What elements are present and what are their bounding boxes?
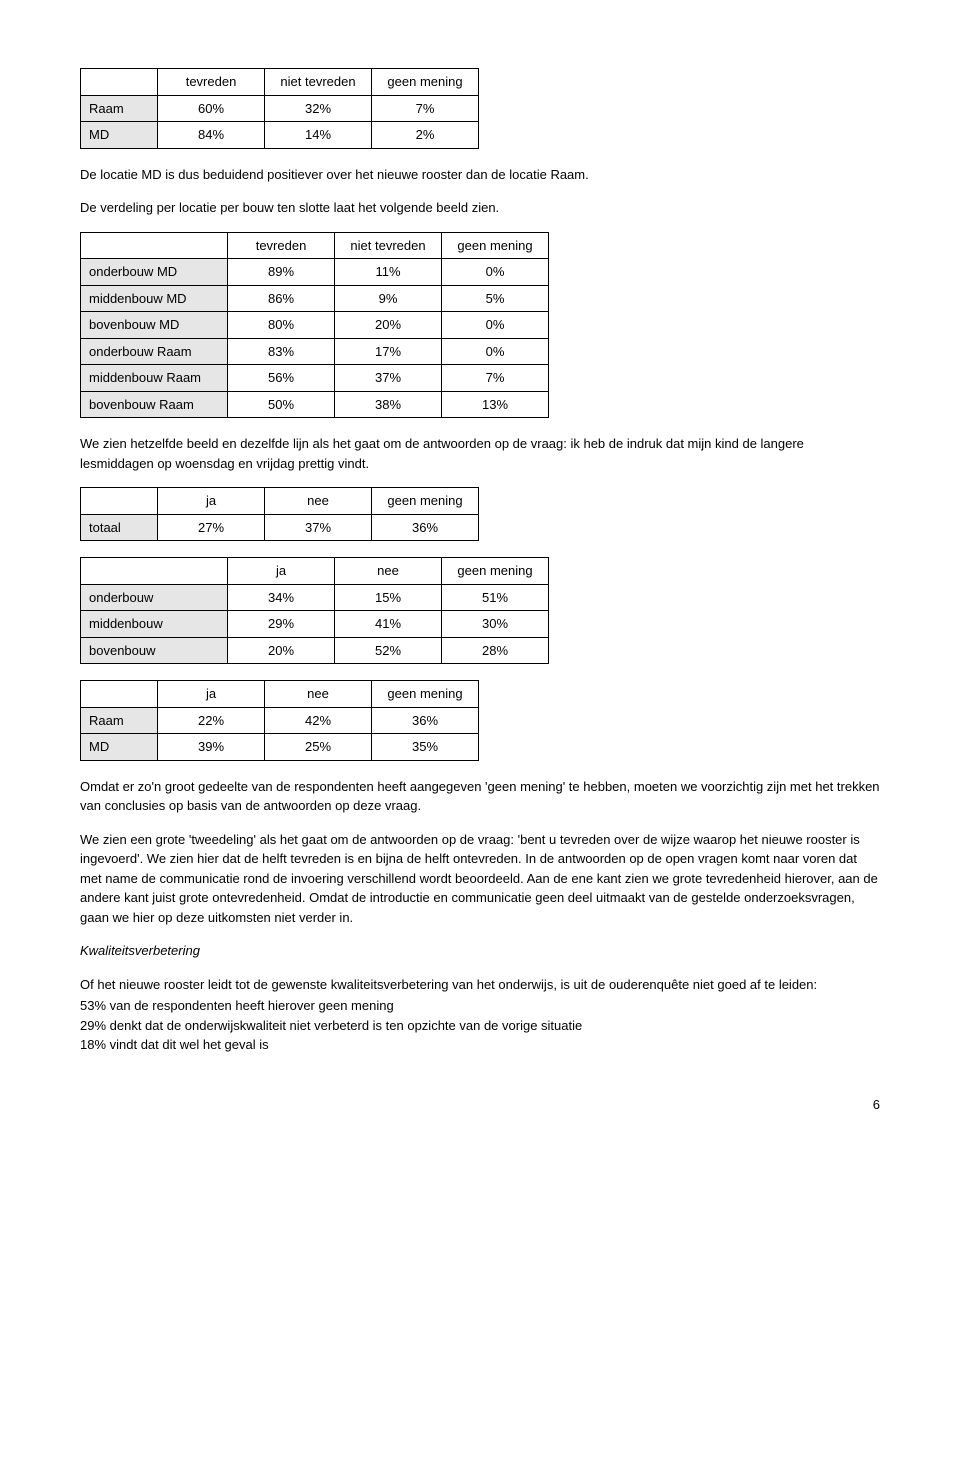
table-row-label: bovenbouw Raam	[81, 391, 228, 418]
table-row-label: bovenbouw	[81, 637, 228, 664]
table-cell: 0%	[442, 259, 549, 286]
table-cell: 5%	[442, 285, 549, 312]
table-cell: 38%	[335, 391, 442, 418]
table-row-label: middenbouw Raam	[81, 365, 228, 392]
table-header: ja	[158, 681, 265, 708]
table-cell: 17%	[335, 338, 442, 365]
table-header: niet tevreden	[335, 232, 442, 259]
table-cell: 39%	[158, 734, 265, 761]
table-row-label: middenbouw MD	[81, 285, 228, 312]
table-header-blank	[81, 681, 158, 708]
table-row-label: totaal	[81, 514, 158, 541]
table-header: nee	[335, 558, 442, 585]
table-cell: 83%	[228, 338, 335, 365]
paragraph: Of het nieuwe rooster leidt tot de gewen…	[80, 975, 880, 995]
table-cell: 50%	[228, 391, 335, 418]
table-header: geen mening	[442, 558, 549, 585]
table-cell: 25%	[265, 734, 372, 761]
table-cell: 15%	[335, 584, 442, 611]
bullet-line: 53% van de respondenten heeft hierover g…	[80, 996, 880, 1016]
table-header: nee	[265, 488, 372, 515]
table-header: geen mening	[442, 232, 549, 259]
table-cell: 20%	[335, 312, 442, 339]
table-row-label: Raam	[81, 707, 158, 734]
table-header-blank	[81, 488, 158, 515]
table-header: geen mening	[372, 69, 479, 96]
table-cell: 7%	[372, 95, 479, 122]
table-cell: 0%	[442, 338, 549, 365]
table-row-label: middenbouw	[81, 611, 228, 638]
table-row-label: MD	[81, 122, 158, 149]
table-row-label: Raam	[81, 95, 158, 122]
table-cell: 32%	[265, 95, 372, 122]
table-cell: 84%	[158, 122, 265, 149]
table-cell: 28%	[442, 637, 549, 664]
table-cell: 22%	[158, 707, 265, 734]
table-header: tevreden	[228, 232, 335, 259]
section-heading: Kwaliteitsverbetering	[80, 941, 880, 961]
table-cell: 37%	[335, 365, 442, 392]
table-cell: 13%	[442, 391, 549, 418]
table-cell: 51%	[442, 584, 549, 611]
table-header-blank	[81, 232, 228, 259]
table-cell: 86%	[228, 285, 335, 312]
table-cell: 27%	[158, 514, 265, 541]
table-cell: 7%	[442, 365, 549, 392]
table-cell: 14%	[265, 122, 372, 149]
paragraph: We zien een grote 'tweedeling' als het g…	[80, 830, 880, 928]
table-cell: 2%	[372, 122, 479, 149]
table-cell: 20%	[228, 637, 335, 664]
table-cell: 56%	[228, 365, 335, 392]
table-locatie-tevreden: tevreden niet tevreden geen mening Raam …	[80, 68, 479, 149]
table-cell: 9%	[335, 285, 442, 312]
bullet-line: 29% denkt dat de onderwijskwaliteit niet…	[80, 1016, 880, 1036]
table-cell: 37%	[265, 514, 372, 541]
table-cell: 34%	[228, 584, 335, 611]
table-row-label: bovenbouw MD	[81, 312, 228, 339]
table-header: ja	[228, 558, 335, 585]
table-cell: 0%	[442, 312, 549, 339]
table-row-label: onderbouw	[81, 584, 228, 611]
table-cell: 42%	[265, 707, 372, 734]
table-row-label: MD	[81, 734, 158, 761]
table-header: tevreden	[158, 69, 265, 96]
table-header: nee	[265, 681, 372, 708]
table-cell: 80%	[228, 312, 335, 339]
table-row-label: onderbouw MD	[81, 259, 228, 286]
table-cell: 29%	[228, 611, 335, 638]
table-bouw-janee: ja nee geen mening onderbouw34%15%51% mi…	[80, 557, 549, 664]
paragraph: De verdeling per locatie per bouw ten sl…	[80, 198, 880, 218]
table-totaal-janee: ja nee geen mening totaal27%37%36%	[80, 487, 479, 541]
table-locatie-bouw-tevreden: tevreden niet tevreden geen mening onder…	[80, 232, 549, 419]
table-cell: 60%	[158, 95, 265, 122]
table-locatie-janee: ja nee geen mening Raam22%42%36% MD39%25…	[80, 680, 479, 761]
table-header-blank	[81, 69, 158, 96]
table-cell: 36%	[372, 707, 479, 734]
table-cell: 30%	[442, 611, 549, 638]
table-row-label: onderbouw Raam	[81, 338, 228, 365]
table-cell: 36%	[372, 514, 479, 541]
table-header-blank	[81, 558, 228, 585]
table-header: ja	[158, 488, 265, 515]
table-header: geen mening	[372, 488, 479, 515]
table-cell: 89%	[228, 259, 335, 286]
table-cell: 41%	[335, 611, 442, 638]
page-number: 6	[80, 1095, 880, 1115]
paragraph: We zien hetzelfde beeld en dezelfde lijn…	[80, 434, 880, 473]
table-header: niet tevreden	[265, 69, 372, 96]
table-cell: 11%	[335, 259, 442, 286]
paragraph: Omdat er zo'n groot gedeelte van de resp…	[80, 777, 880, 816]
paragraph: De locatie MD is dus beduidend positieve…	[80, 165, 880, 185]
table-header: geen mening	[372, 681, 479, 708]
bullet-line: 18% vindt dat dit wel het geval is	[80, 1035, 880, 1055]
table-cell: 35%	[372, 734, 479, 761]
table-cell: 52%	[335, 637, 442, 664]
